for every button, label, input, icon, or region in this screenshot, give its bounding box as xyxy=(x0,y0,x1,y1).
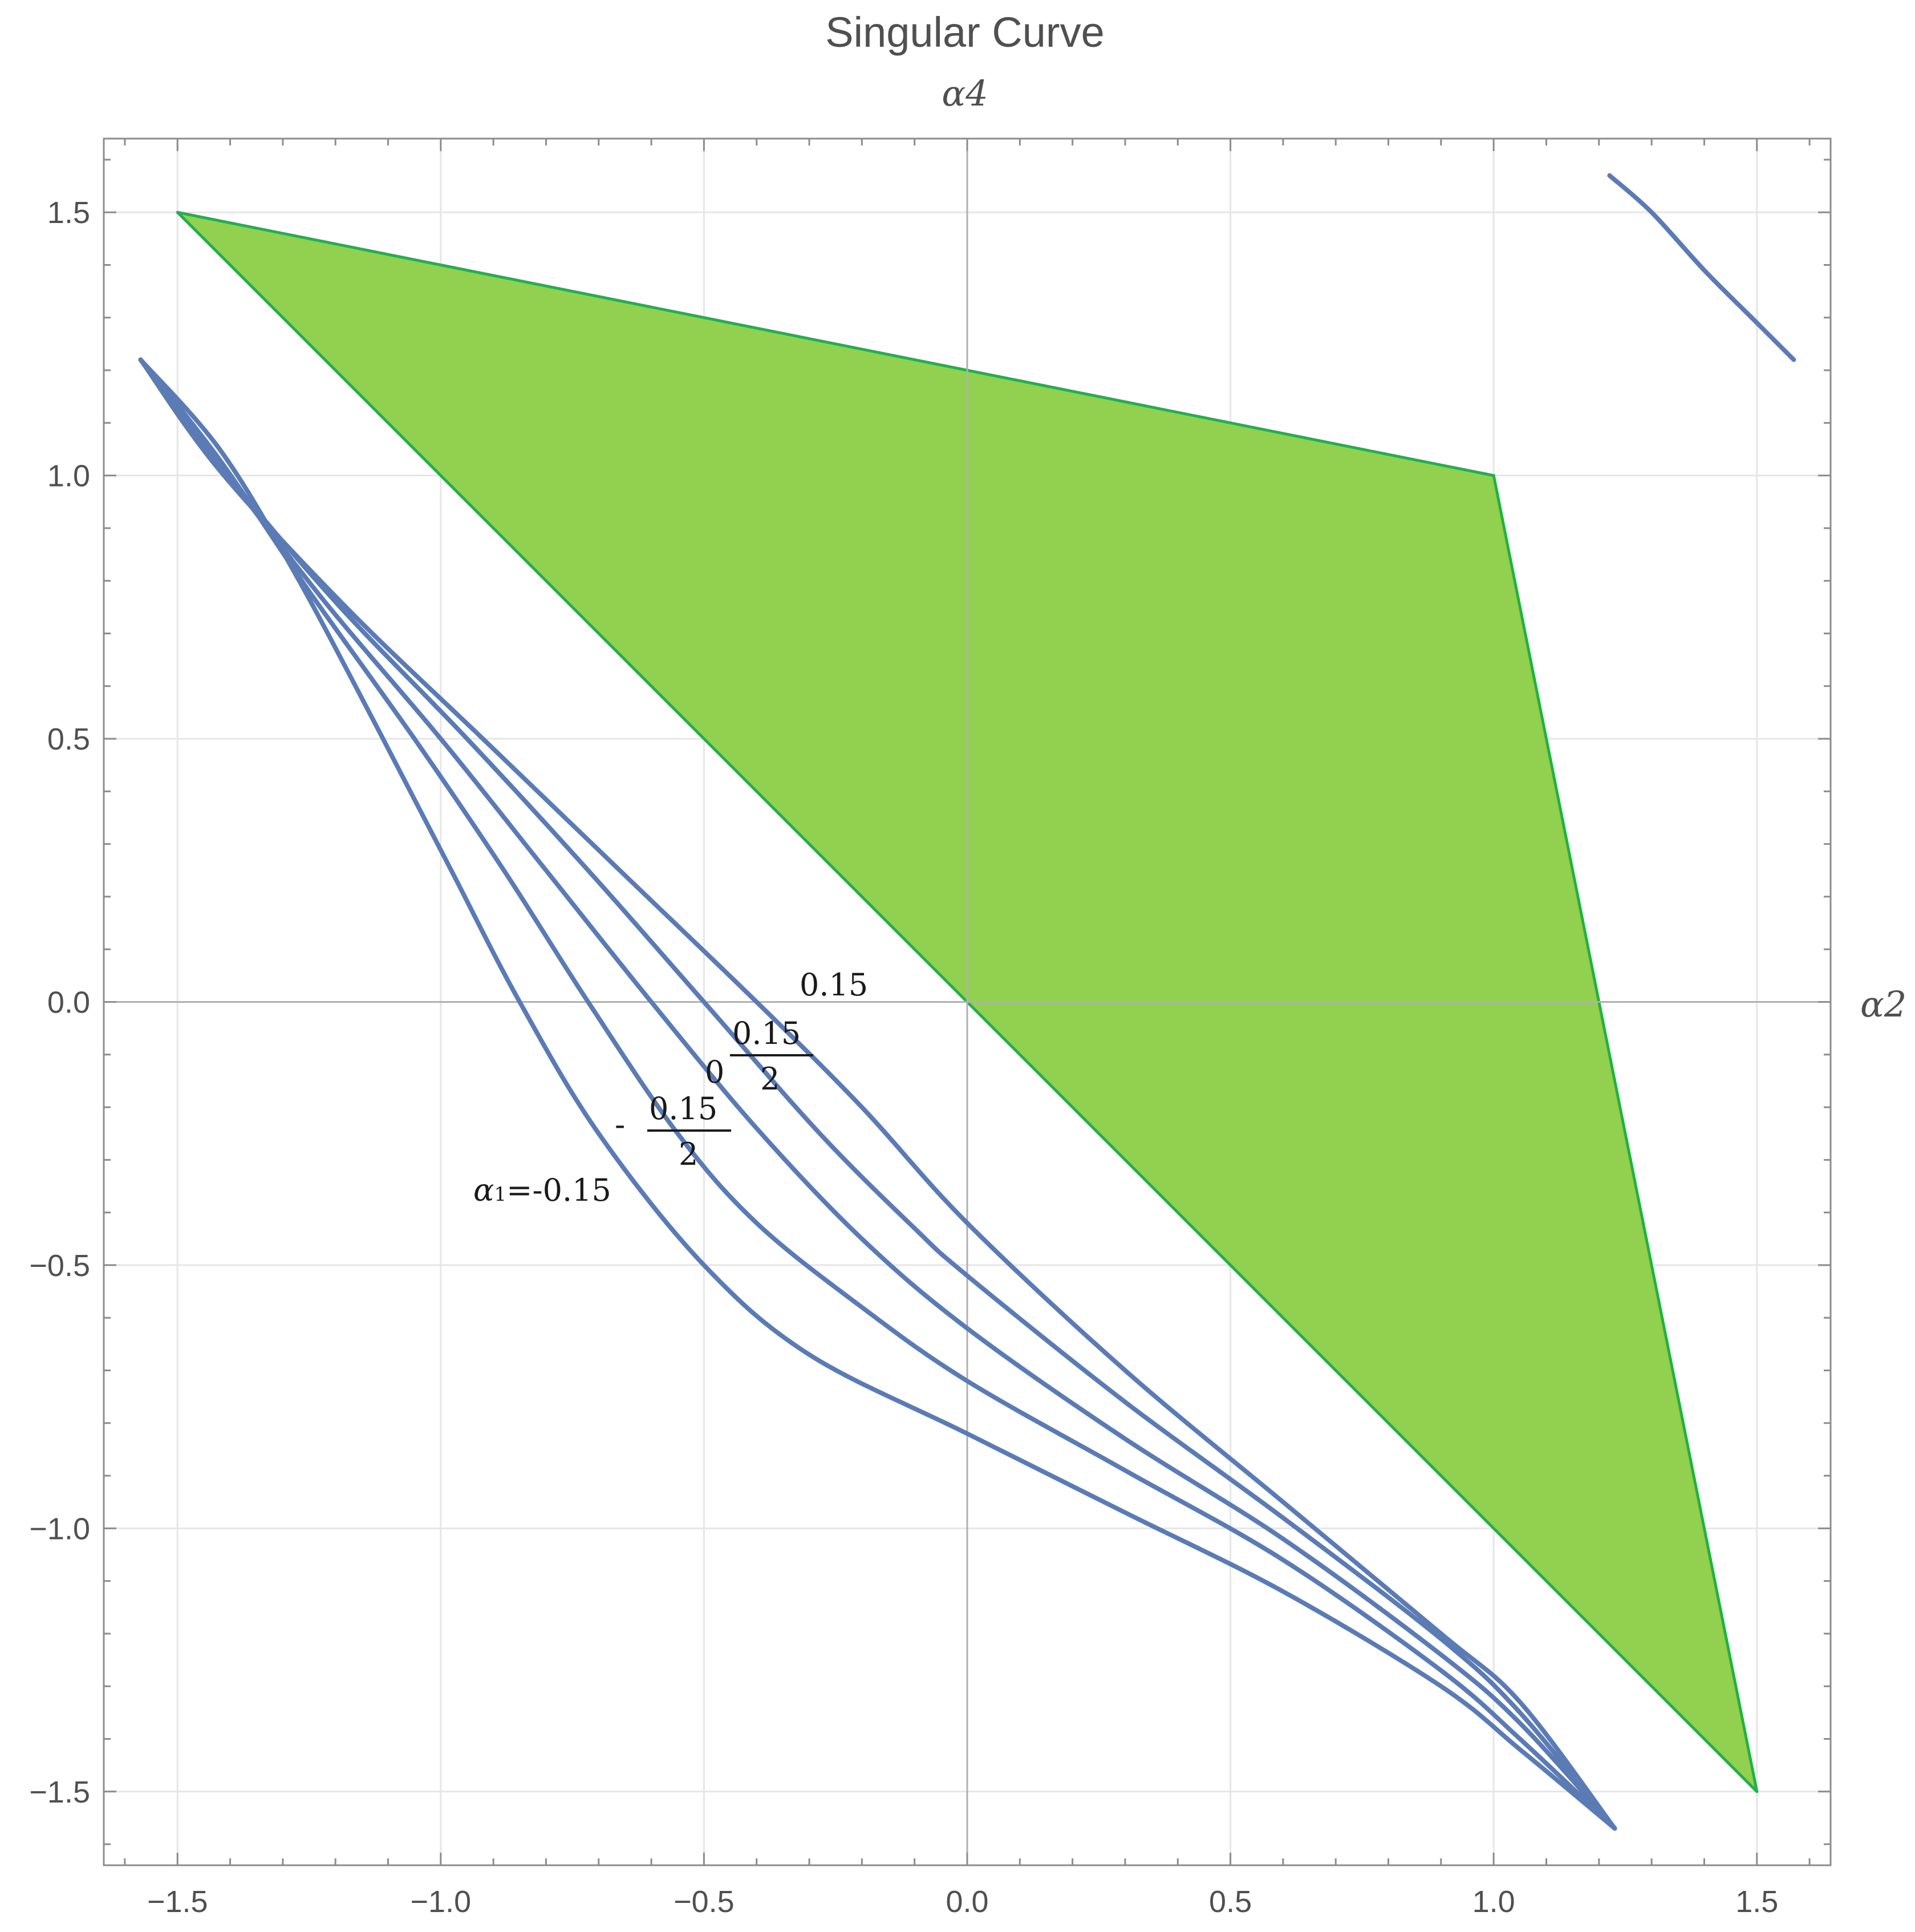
y-tick-label-1: −1.0 xyxy=(29,1512,90,1546)
x-tick-label-3: 0.0 xyxy=(946,1885,988,1919)
curve-label-neg-half-num: 0.15 xyxy=(649,1091,717,1127)
y-tick-label-2: −0.5 xyxy=(29,1249,90,1283)
axes xyxy=(104,139,1831,1865)
singular-curve-5 xyxy=(1607,173,1796,362)
curve-label-neg-half-sign: - xyxy=(615,1107,625,1143)
y-tick-label-0: −1.5 xyxy=(29,1775,90,1809)
chart-title: Singular Curve xyxy=(825,9,1104,56)
curve-label-top: 0.15 xyxy=(800,967,868,1003)
curve-label-pos-half-num: 0.15 xyxy=(732,1015,801,1051)
y-tick-label-3: 0.0 xyxy=(47,986,90,1020)
singular-curve-1 xyxy=(138,357,1617,1831)
alpha1-subscript: 1 xyxy=(494,1183,506,1206)
ticks: −1.5 −1.0 −0.5 0.0 0.5 1.0 1.5 −1.5 −1.0 −0.5 0.0 0… xyxy=(29,139,1831,1919)
curves xyxy=(138,173,1796,1831)
x-tick-label-2: −0.5 xyxy=(674,1885,735,1919)
alpha1-symbol: α xyxy=(473,1172,494,1208)
curve-label-neg-half-den: 2 xyxy=(679,1136,698,1172)
x-tick-label-1: −1.0 xyxy=(411,1885,472,1919)
x-tick-label-5: 1.0 xyxy=(1472,1885,1515,1919)
y-tick-label-4: 0.5 xyxy=(47,722,90,756)
curve-label-alpha1-minus: α1=-0.15 xyxy=(473,1172,611,1208)
x-tick-label-0: −1.5 xyxy=(147,1885,208,1919)
singular-curve-4 xyxy=(138,357,1617,1831)
x-axis-label: α2 xyxy=(1860,983,1906,1025)
x-tick-label-6: 1.5 xyxy=(1735,1885,1778,1919)
curve-label-pos-half-den: 2 xyxy=(760,1061,780,1097)
singular-curve-0 xyxy=(138,357,1617,1831)
x-tick-label-4: 0.5 xyxy=(1209,1885,1252,1919)
y-tick-label-5: 1.0 xyxy=(47,459,90,493)
y-axis-label: α4 xyxy=(942,72,988,114)
singular-curve-3 xyxy=(138,357,1617,1831)
curve-label-zero: 0 xyxy=(705,1054,724,1090)
alpha1-value: =-0.15 xyxy=(506,1172,611,1208)
curve-labels: α1=-0.15 - 0.15 2 0 0.15 2 0.15 xyxy=(473,967,868,1208)
singular-curve-2 xyxy=(138,357,1617,1831)
y-tick-label-6: 1.5 xyxy=(47,196,90,230)
